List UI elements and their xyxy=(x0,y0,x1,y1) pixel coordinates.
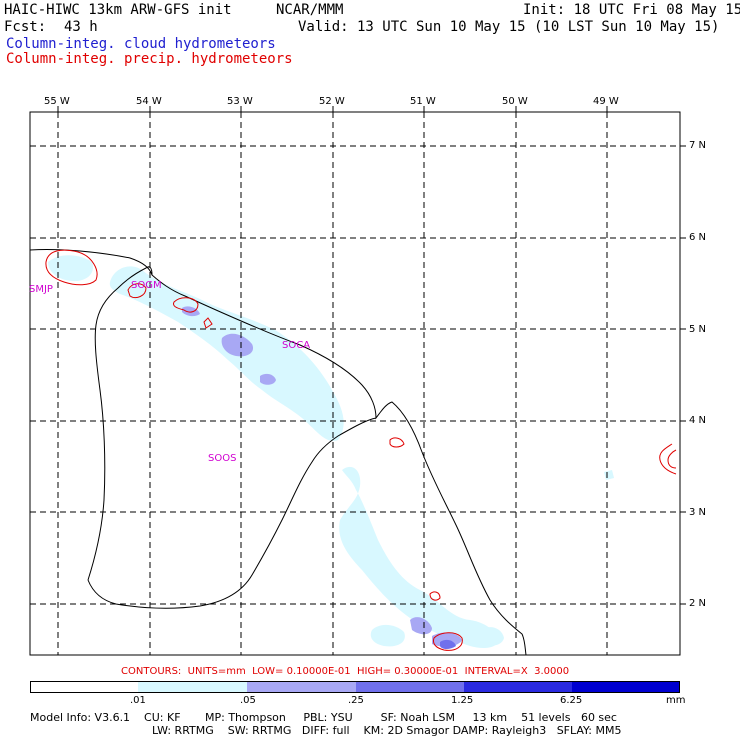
model-info-line1: Model Info: V3.6.1 CU: KF MP: Thompson P… xyxy=(30,711,617,724)
colorbar-bin xyxy=(31,682,138,692)
shade-region xyxy=(370,624,405,647)
lat-label: 6 N xyxy=(689,232,707,243)
station-label: SOOS xyxy=(208,453,237,464)
org-label: NCAR/MMM xyxy=(276,2,344,18)
valid-time: Valid: 13 UTC Sun 10 May 15 (10 LST Sun … xyxy=(298,19,720,35)
forecast-hour: 43 h xyxy=(64,19,98,35)
contour-info: CONTOURS: UNITS=mm LOW= 0.10000E-01 HIGH… xyxy=(121,666,570,677)
lon-label: 50 W xyxy=(502,96,528,107)
colorbar xyxy=(30,681,680,693)
colorbar-bin xyxy=(356,682,464,692)
colorbar-level: .05 xyxy=(240,695,256,706)
shade-region xyxy=(410,617,432,635)
colorbar-level: .25 xyxy=(348,695,364,706)
shade-region xyxy=(260,373,276,385)
shade-region xyxy=(482,627,504,646)
station-label: SOGM xyxy=(131,280,162,291)
colorbar-level: 6.25 xyxy=(560,695,583,706)
model-info-line2: LW: RRTMG SW: RRTMG DIFF: full KM: 2D Sm… xyxy=(152,724,622,737)
model-title: HAIC-HIWC 13km ARW-GFS init xyxy=(4,2,232,18)
lon-label: 52 W xyxy=(319,96,345,107)
shade-region xyxy=(182,306,200,317)
lat-label: 2 N xyxy=(689,598,707,609)
forecast-label: Fcst: xyxy=(4,19,47,35)
coastline xyxy=(29,248,527,656)
lat-label: 5 N xyxy=(689,324,707,335)
colorbar-level: .01 xyxy=(130,695,146,706)
init-time: Init: 18 UTC Fri 08 May 15 xyxy=(523,2,740,18)
lon-label: 53 W xyxy=(227,96,253,107)
shade-region xyxy=(339,466,498,648)
colorbar-bin xyxy=(464,682,572,692)
shade-region xyxy=(221,333,254,357)
axis-ticks xyxy=(57,106,686,605)
shade-region xyxy=(440,639,456,649)
field-precip-label: Column-integ. precip. hydrometeors xyxy=(6,51,293,67)
colorbar-level: 1.25 xyxy=(451,695,474,706)
field-cloud-label: Column-integ. cloud hydrometeors xyxy=(6,36,276,52)
lon-label: 51 W xyxy=(410,96,436,107)
lon-label: 49 W xyxy=(593,96,619,107)
lat-label: 4 N xyxy=(689,415,707,426)
cloud-hydrometeor-shading xyxy=(48,255,614,649)
map-frame xyxy=(29,111,681,656)
station-label: SOCA xyxy=(282,340,311,351)
station-label: SMJP xyxy=(29,284,53,295)
lon-label: 55 W xyxy=(44,96,70,107)
colorbar-units: mm xyxy=(666,695,686,706)
colorbar-bin xyxy=(247,682,356,692)
lon-label: 54 W xyxy=(136,96,162,107)
lat-lon-grid xyxy=(30,112,680,655)
shade-region xyxy=(48,255,94,282)
shade-region xyxy=(604,470,614,480)
colorbar-bin xyxy=(572,682,679,692)
lat-label: 3 N xyxy=(689,507,707,518)
precip-contours xyxy=(45,249,677,651)
lat-label: 7 N xyxy=(689,140,707,151)
colorbar-bin xyxy=(138,682,247,692)
shade-region xyxy=(109,266,344,441)
shade-region xyxy=(432,632,462,647)
